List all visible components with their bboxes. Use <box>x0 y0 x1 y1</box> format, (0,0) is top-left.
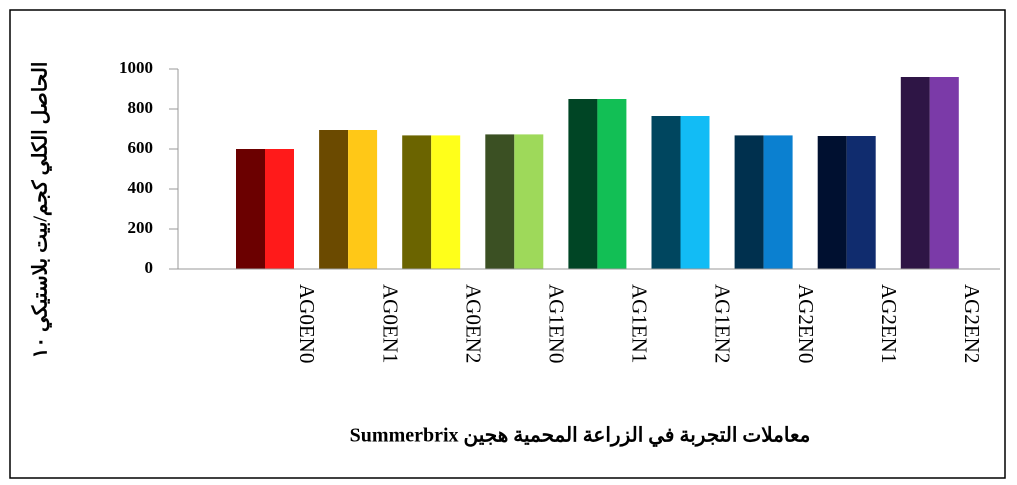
bar <box>817 136 847 269</box>
bar <box>846 136 876 269</box>
bar <box>680 116 710 269</box>
frame <box>9 9 1006 479</box>
bar <box>265 149 294 269</box>
bar <box>734 135 764 269</box>
x-tick-label: AG2EN0 <box>794 284 818 363</box>
x-tick-label: AG1EN1 <box>628 284 652 363</box>
bar <box>348 130 378 269</box>
bar <box>900 77 930 269</box>
x-tick-label: AG1EN0 <box>544 284 568 363</box>
y-axis-title: الحاصل الكلي كجم/بيت بلاستيكي ١٠ <box>30 62 53 359</box>
bar <box>929 77 959 269</box>
x-tick-label: AG2EN2 <box>960 284 984 363</box>
bar <box>568 99 598 269</box>
y-tick-label: 0 <box>145 258 154 277</box>
bar <box>763 135 793 269</box>
y-tick-label: 200 <box>128 218 154 237</box>
x-tick-label: AG0EN0 <box>295 284 319 363</box>
x-tick-label: AG1EN2 <box>711 284 735 363</box>
bar <box>319 130 349 269</box>
y-tick-label: 1000 <box>119 58 153 77</box>
bar <box>597 99 627 269</box>
y-tick-label: 400 <box>128 178 154 197</box>
bar <box>402 135 432 269</box>
y-tick-label: 600 <box>128 138 154 157</box>
bar <box>514 134 544 269</box>
x-tick-label: AG0EN1 <box>378 284 402 363</box>
bar <box>485 134 515 269</box>
bar <box>236 149 265 269</box>
x-axis-title: معاملات التجربة في الزراعة المحمية هجين … <box>350 425 811 448</box>
bar <box>651 116 681 269</box>
y-tick-label: 800 <box>128 98 154 117</box>
x-tick-label: AG0EN2 <box>461 284 485 363</box>
x-tick-label: AG2EN1 <box>877 284 901 363</box>
bar <box>431 135 461 269</box>
